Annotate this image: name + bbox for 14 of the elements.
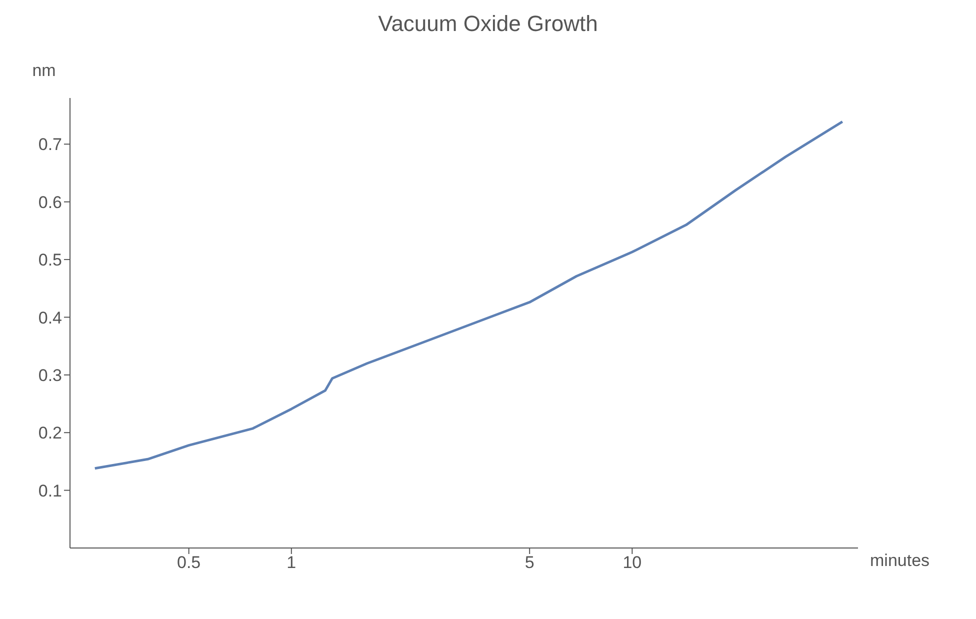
x-tick-label: 5 — [524, 553, 534, 572]
y-tick-label: 0.1 — [38, 481, 62, 500]
y-tick-label: 0.4 — [38, 308, 62, 328]
y-tick-label: 0.7 — [38, 135, 62, 154]
y-tick-label: 0.2 — [38, 424, 62, 443]
chart-title: Vacuum Oxide Growth — [377, 10, 599, 38]
y-tick-label: 0.5 — [38, 250, 62, 270]
y-tick-label: 0.6 — [38, 192, 62, 212]
y-tick-label: 0.3 — [38, 366, 62, 385]
y-axis-title: nm — [32, 61, 56, 80]
x-tick-label: 10 — [622, 553, 642, 572]
x-tick-label: 0.5 — [177, 553, 201, 572]
x-axis-title: minutes — [870, 551, 930, 570]
x-tick-label: 1 — [286, 553, 296, 572]
